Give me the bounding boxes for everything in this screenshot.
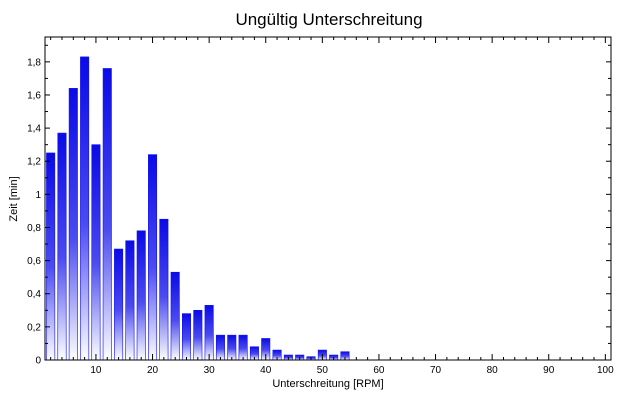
bar bbox=[238, 334, 248, 361]
bar bbox=[102, 68, 112, 361]
x-tick-label: 60 bbox=[373, 365, 385, 376]
x-ticks-group: 10 20 30 40 50 60 70 80 90 100 bbox=[50, 37, 614, 376]
plot-frame bbox=[44, 36, 612, 361]
y-ticks-group: 0 0,2 0,4 0,6 0,8 1 1,2 1,4 1,6 1,8 bbox=[27, 44, 611, 367]
x-tick-label: 40 bbox=[260, 365, 272, 376]
y-tick-label: 1 bbox=[35, 190, 41, 201]
y-axis-label: Zeit [min] bbox=[8, 176, 20, 221]
bar bbox=[159, 218, 169, 361]
bar bbox=[170, 271, 180, 361]
bar bbox=[148, 154, 158, 361]
bar bbox=[91, 144, 101, 361]
bar bbox=[125, 240, 135, 361]
y-tick-label: 1,2 bbox=[27, 157, 41, 168]
bar bbox=[46, 152, 56, 361]
bar bbox=[204, 305, 214, 361]
y-tick-label: 0,4 bbox=[27, 289, 41, 300]
y-tick-label: 1,8 bbox=[27, 57, 41, 68]
x-tick-label: 10 bbox=[90, 365, 102, 376]
x-tick-label: 80 bbox=[487, 365, 499, 376]
x-tick-label: 70 bbox=[430, 365, 442, 376]
bar bbox=[80, 56, 90, 361]
bar bbox=[193, 310, 203, 361]
bar bbox=[182, 313, 192, 361]
x-tick-label: 30 bbox=[204, 365, 216, 376]
y-tick-label: 0,2 bbox=[27, 322, 41, 333]
chart-title: Ungültig Unterschreitung bbox=[235, 10, 422, 29]
y-tick-label: 0 bbox=[35, 356, 41, 367]
x-tick-label: 100 bbox=[597, 365, 614, 376]
bar bbox=[227, 334, 237, 361]
x-tick-label: 90 bbox=[543, 365, 555, 376]
x-axis-label: Unterschreitung [RPM] bbox=[272, 378, 383, 390]
bar bbox=[136, 230, 146, 361]
bar bbox=[215, 334, 225, 361]
bar bbox=[57, 132, 67, 361]
y-tick-label: 0,8 bbox=[27, 223, 41, 234]
axes-group bbox=[44, 36, 612, 361]
bar bbox=[114, 248, 124, 361]
bar bbox=[68, 88, 78, 361]
x-tick-label: 20 bbox=[147, 365, 159, 376]
y-tick-label: 0,6 bbox=[27, 256, 41, 267]
y-tick-label: 1,6 bbox=[27, 90, 41, 101]
y-tick-label: 1,4 bbox=[27, 124, 41, 135]
bars-group bbox=[46, 56, 350, 361]
x-tick-label: 50 bbox=[317, 365, 329, 376]
